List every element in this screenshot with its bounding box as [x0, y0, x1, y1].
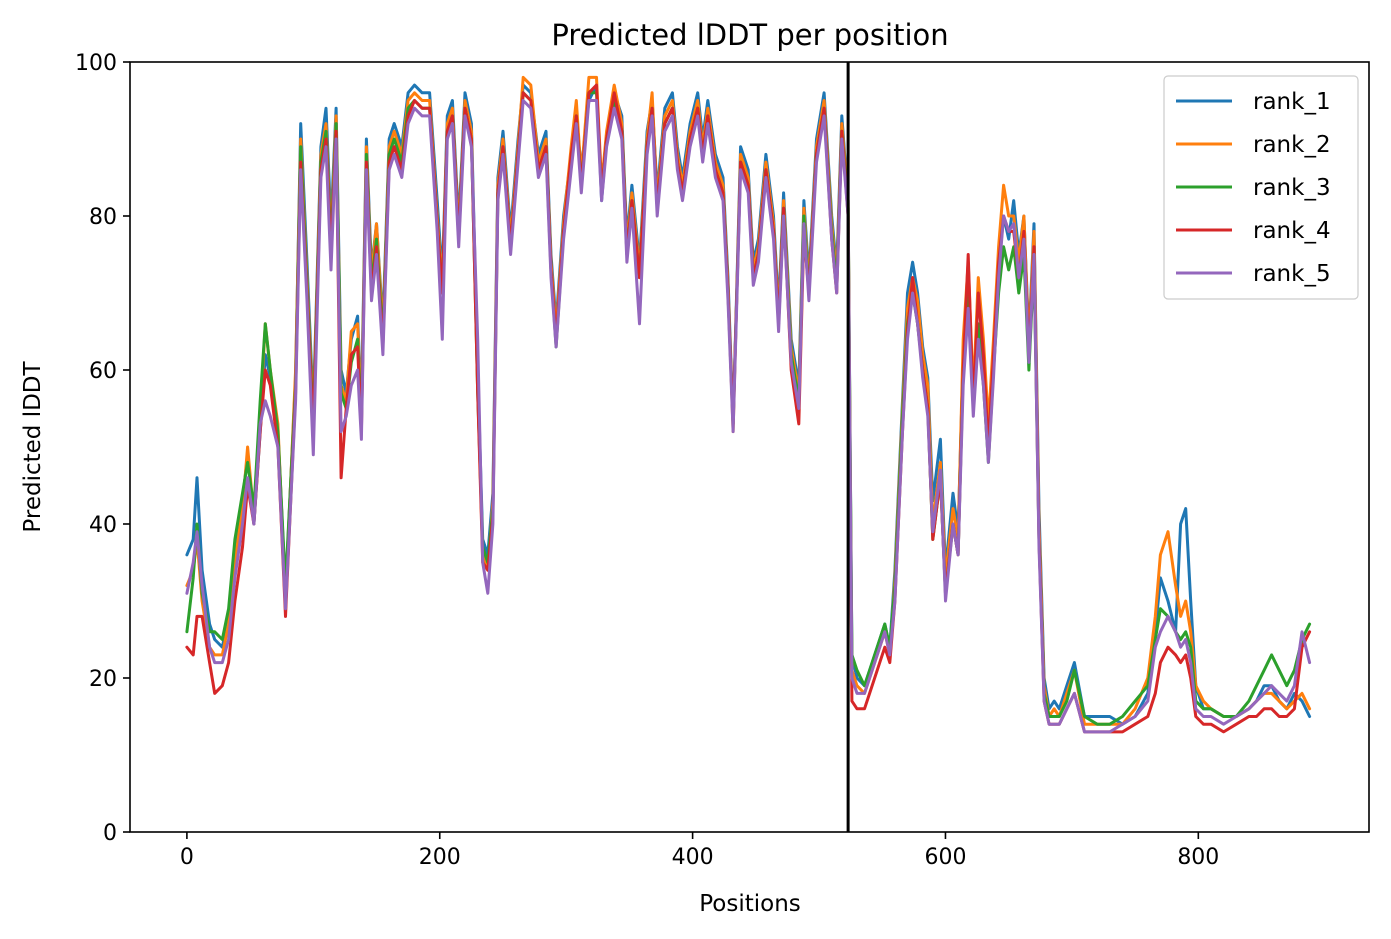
y-axis-ticks: 0 20 40 60 80 100 [75, 51, 130, 846]
x-axis-ticks: 0 200 400 600 800 [180, 832, 1219, 870]
y-tick-label: 0 [103, 821, 117, 846]
plot-frame [129, 61, 1370, 833]
x-axis-label: Positions [699, 891, 801, 917]
legend-entries: rank_1 rank_2 rank_3 rank_4 rank_5 [1176, 89, 1331, 287]
x-tick-label: 800 [1177, 845, 1219, 870]
y-axis-label: Predicted lDDT [20, 360, 46, 532]
legend-label-rank_4: rank_4 [1253, 218, 1331, 244]
legend-label-rank_5: rank_5 [1253, 261, 1331, 287]
legend-label-rank_2: rank_2 [1253, 132, 1331, 158]
x-tick-label: 200 [419, 845, 461, 870]
series-lines [185, 75, 1312, 734]
y-tick-label: 40 [89, 513, 117, 538]
legend: rank_1 rank_2 rank_3 rank_4 rank_5 [1163, 75, 1359, 300]
legend-box [1163, 75, 1359, 300]
legend-label-rank_3: rank_3 [1253, 175, 1331, 201]
legend-label-rank_1: rank_1 [1253, 89, 1331, 115]
y-tick-label: 80 [89, 205, 117, 230]
y-tick-label: 100 [75, 51, 117, 76]
series-line-rank_5 [185, 99, 1312, 734]
x-tick-label: 400 [672, 845, 714, 870]
y-tick-label: 60 [89, 359, 117, 384]
chart-title: Predicted lDDT per position [551, 18, 948, 52]
y-tick-label: 20 [89, 667, 117, 692]
x-tick-label: 0 [180, 845, 194, 870]
x-tick-label: 600 [924, 845, 966, 870]
